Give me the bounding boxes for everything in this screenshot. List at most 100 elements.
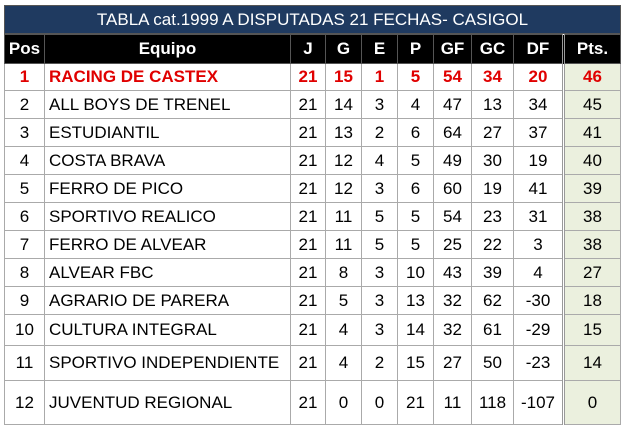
cell-goal-diff: -23 (513, 345, 564, 381)
cell-played: 21 (290, 63, 326, 91)
cell-pos: 7 (4, 230, 45, 259)
cell-points: 27 (562, 258, 621, 287)
cell-played: 21 (290, 174, 326, 203)
cell-goals-against: 34 (471, 63, 514, 91)
table-title: TABLA cat.1999 A DISPUTADAS 21 FECHAS- C… (4, 5, 621, 34)
cell-pos: 12 (4, 380, 45, 425)
cell-lost: 13 (397, 286, 434, 315)
cell-goal-diff: 19 (513, 146, 564, 175)
cell-goals-for: 27 (433, 345, 472, 381)
cell-pos: 8 (4, 258, 45, 287)
cell-team: ALVEAR FBC (44, 258, 291, 287)
cell-drawn: 3 (361, 90, 398, 119)
cell-points: 0 (562, 380, 621, 425)
cell-points: 39 (562, 174, 621, 203)
table-row: 10 CULTURA INTEGRAL 21 4 3 14 32 61 -29 15 (4, 314, 621, 346)
cell-pos: 10 (4, 314, 45, 346)
cell-drawn: 5 (361, 202, 398, 231)
cell-won: 11 (325, 230, 362, 259)
cell-goal-diff: 31 (513, 202, 564, 231)
cell-team: COSTA BRAVA (44, 146, 291, 175)
header-goals-against: GC (471, 34, 514, 64)
cell-goals-against: 27 (471, 118, 514, 147)
cell-lost: 5 (397, 202, 434, 231)
cell-drawn: 0 (361, 380, 398, 425)
cell-team: FERRO DE PICO (44, 174, 291, 203)
cell-pos: 1 (4, 63, 45, 91)
cell-drawn: 5 (361, 230, 398, 259)
cell-points: 46 (562, 63, 621, 91)
table-row: 7 FERRO DE ALVEAR 21 11 5 5 25 22 3 38 (4, 230, 621, 259)
cell-points: 14 (562, 345, 621, 381)
cell-goal-diff: -107 (513, 380, 564, 425)
cell-played: 21 (290, 286, 326, 315)
cell-goals-against: 50 (471, 345, 514, 381)
standings-table: Pos Equipo J G E P GF GC DF Pts. 1 RACING DE CASTE… (4, 34, 621, 425)
cell-lost: 5 (397, 230, 434, 259)
cell-team: AGRARIO DE PARERA (44, 286, 291, 315)
cell-goal-diff: 34 (513, 90, 564, 119)
cell-points: 45 (562, 90, 621, 119)
cell-pos: 9 (4, 286, 45, 315)
cell-won: 5 (325, 286, 362, 315)
cell-played: 21 (290, 146, 326, 175)
cell-pos: 11 (4, 345, 45, 381)
cell-won: 8 (325, 258, 362, 287)
cell-team: RACING DE CASTEX (44, 63, 291, 91)
header-points: Pts. (562, 34, 621, 64)
header-team: Equipo (44, 34, 291, 64)
cell-goals-for: 11 (433, 380, 472, 425)
cell-goals-for: 54 (433, 63, 472, 91)
cell-drawn: 2 (361, 345, 398, 381)
header-pos: Pos (4, 34, 45, 64)
cell-won: 15 (325, 63, 362, 91)
cell-goals-against: 13 (471, 90, 514, 119)
cell-won: 4 (325, 345, 362, 381)
cell-goals-for: 49 (433, 146, 472, 175)
cell-points: 38 (562, 230, 621, 259)
cell-goals-against: 30 (471, 146, 514, 175)
cell-goal-diff: 20 (513, 63, 564, 91)
cell-goals-against: 62 (471, 286, 514, 315)
cell-lost: 21 (397, 380, 434, 425)
cell-goals-for: 43 (433, 258, 472, 287)
cell-played: 21 (290, 345, 326, 381)
cell-played: 21 (290, 380, 326, 425)
cell-goals-against: 118 (471, 380, 514, 425)
header-goals-for: GF (433, 34, 472, 64)
cell-drawn: 3 (361, 314, 398, 346)
cell-played: 21 (290, 90, 326, 119)
cell-lost: 5 (397, 63, 434, 91)
cell-goals-against: 23 (471, 202, 514, 231)
cell-goals-against: 39 (471, 258, 514, 287)
cell-lost: 10 (397, 258, 434, 287)
cell-drawn: 4 (361, 146, 398, 175)
cell-team: SPORTIVO INDEPENDIENTE (44, 345, 291, 381)
cell-team: ALL BOYS DE TRENEL (44, 90, 291, 119)
table-row: 2 ALL BOYS DE TRENEL 21 14 3 4 47 13 34 45 (4, 90, 621, 119)
table-row: 11 SPORTIVO INDEPENDIENTE 21 4 2 15 27 50 -23 14 (4, 345, 621, 381)
cell-won: 4 (325, 314, 362, 346)
header-drawn: E (361, 34, 398, 64)
cell-won: 14 (325, 90, 362, 119)
cell-goals-against: 22 (471, 230, 514, 259)
cell-goals-for: 32 (433, 286, 472, 315)
cell-lost: 6 (397, 174, 434, 203)
cell-played: 21 (290, 118, 326, 147)
cell-goals-for: 32 (433, 314, 472, 346)
cell-goal-diff: -29 (513, 314, 564, 346)
cell-pos: 3 (4, 118, 45, 147)
header-goal-diff: DF (513, 34, 564, 64)
cell-played: 21 (290, 258, 326, 287)
table-row: 5 FERRO DE PICO 21 12 3 6 60 19 41 39 (4, 174, 621, 203)
cell-team: SPORTIVO REALICO (44, 202, 291, 231)
cell-goal-diff: 41 (513, 174, 564, 203)
cell-goals-against: 61 (471, 314, 514, 346)
header-lost: P (397, 34, 434, 64)
cell-won: 13 (325, 118, 362, 147)
cell-drawn: 1 (361, 63, 398, 91)
cell-points: 18 (562, 286, 621, 315)
cell-goals-against: 19 (471, 174, 514, 203)
cell-pos: 6 (4, 202, 45, 231)
cell-points: 41 (562, 118, 621, 147)
